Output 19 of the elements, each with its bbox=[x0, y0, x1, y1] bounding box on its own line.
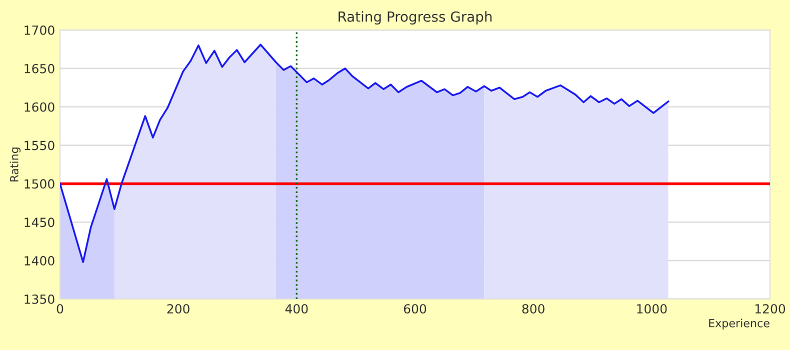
x-tick-label: 200 bbox=[167, 304, 190, 314]
y-tick-label: 1400 bbox=[24, 256, 54, 266]
y-axis-title: Rating bbox=[10, 148, 21, 182]
chart-title: Rating Progress Graph bbox=[338, 11, 492, 25]
y-tick-label: 1500 bbox=[24, 179, 54, 189]
x-tick-label: 1000 bbox=[637, 304, 667, 314]
x-axis-title: Experience bbox=[709, 318, 770, 330]
x-tick-label: 400 bbox=[285, 304, 308, 314]
y-tick-label: 1550 bbox=[24, 140, 54, 150]
y-tick-label: 1350 bbox=[24, 294, 54, 304]
y-tick-label: 1650 bbox=[24, 64, 54, 74]
y-tick-label: 1600 bbox=[24, 102, 54, 112]
x-tick-label: 1200 bbox=[755, 304, 786, 314]
x-tick-label: 800 bbox=[522, 304, 544, 314]
line-series bbox=[60, 44, 670, 264]
y-tick-label: 1450 bbox=[24, 218, 54, 228]
y-tick-label: 1700 bbox=[24, 25, 54, 35]
x-tick-label: 600 bbox=[404, 304, 426, 314]
x-tick-label: 0 bbox=[56, 304, 64, 314]
